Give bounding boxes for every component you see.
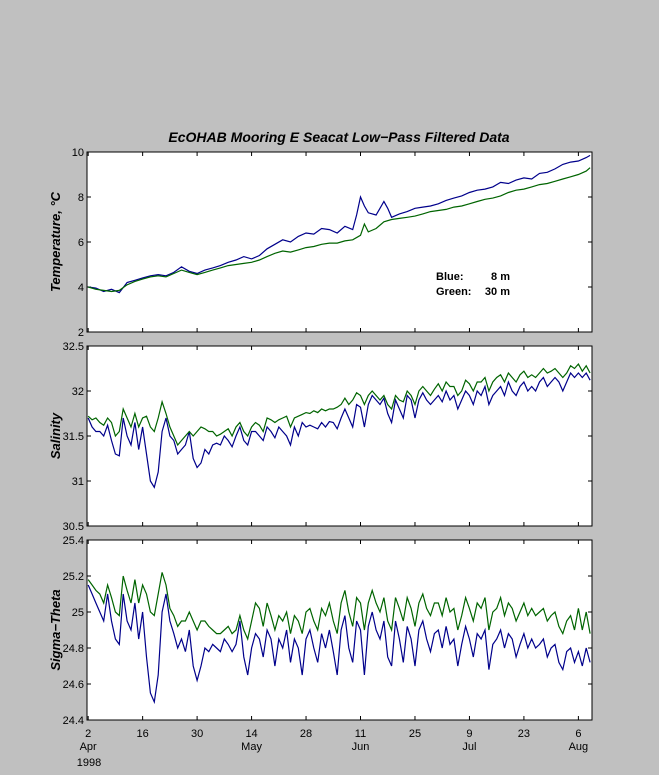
panels: 2 4 6 8 10 Temperature, °C 30.5 31 31.5 32 32.5 Sal… xyxy=(48,147,593,727)
temperature-series-blue xyxy=(88,154,591,294)
salinity-series-blue xyxy=(87,371,591,489)
sigma-theta-series-green xyxy=(87,572,591,641)
y-tick-label: 25.2 xyxy=(63,571,84,583)
y-tick-label: 32 xyxy=(72,386,84,398)
x-tick-label: 25 xyxy=(409,728,421,740)
y-tick-label: 32.5 xyxy=(63,341,84,353)
sigma-theta-series-blue xyxy=(87,584,591,705)
x-tick-label: 23 xyxy=(518,728,530,740)
y-tick-label: 24.6 xyxy=(63,679,84,691)
legend-value-blue: 8 m xyxy=(491,271,510,283)
x-tick-label: 2 xyxy=(85,728,91,740)
legend-value-green: 30 m xyxy=(485,286,510,298)
sigma-theta-plot-area xyxy=(86,539,593,721)
sigma-theta-ylabel: Sigma−Theta xyxy=(48,589,63,670)
x-tick-label: 16 xyxy=(137,728,149,740)
year-label: 1998 xyxy=(77,757,101,769)
y-tick-label: 4 xyxy=(78,282,84,294)
temperature-series-green xyxy=(88,167,591,293)
y-tick-label: 25.4 xyxy=(63,535,84,547)
temperature-ylabel: Temperature, °C xyxy=(48,191,63,292)
x-tick-label: 28 xyxy=(300,728,312,740)
x-tick-label: 6 xyxy=(575,728,581,740)
x-month-label: Jul xyxy=(462,741,476,753)
y-tick-label: 31.5 xyxy=(63,431,84,443)
temperature-panel: 2 4 6 8 10 Temperature, °C xyxy=(48,147,593,339)
x-month-label: May xyxy=(241,741,262,753)
y-tick-label: 25 xyxy=(72,607,84,619)
x-month-label: Apr xyxy=(80,741,97,753)
salinity-ylabel: Salinity xyxy=(48,412,63,459)
legend-label-blue: Blue: xyxy=(436,271,464,283)
x-month-label: Jun xyxy=(352,741,370,753)
sigma-theta-panel: 24.4 24.6 24.8 25 25.2 25.4 Sigma−Theta xyxy=(48,535,593,727)
x-tick-label: 30 xyxy=(191,728,203,740)
y-tick-label: 24.8 xyxy=(63,643,84,655)
salinity-series-green xyxy=(87,362,591,447)
y-tick-label: 24.4 xyxy=(63,715,84,727)
legend: Blue: 8 m Green: 30 m xyxy=(436,271,510,298)
legend-label-green: Green: xyxy=(436,286,471,298)
y-tick-label: 30.5 xyxy=(63,521,84,533)
chart-title: EcOHAB Mooring E Seacat Low−Pass Filtere… xyxy=(168,129,509,145)
y-tick-label: 6 xyxy=(78,237,84,249)
x-tick-label: 11 xyxy=(355,728,366,740)
x-tick-label: 14 xyxy=(245,728,257,740)
salinity-panel: 30.5 31 31.5 32 32.5 Salinity xyxy=(48,341,593,533)
salinity-plot-area xyxy=(86,345,593,527)
x-month-label: Aug xyxy=(569,741,589,753)
x-tick-label: 9 xyxy=(466,728,472,740)
y-tick-label: 8 xyxy=(78,192,84,204)
y-tick-label: 2 xyxy=(78,327,84,339)
y-tick-label: 31 xyxy=(72,476,84,488)
y-tick-label: 10 xyxy=(72,147,84,159)
